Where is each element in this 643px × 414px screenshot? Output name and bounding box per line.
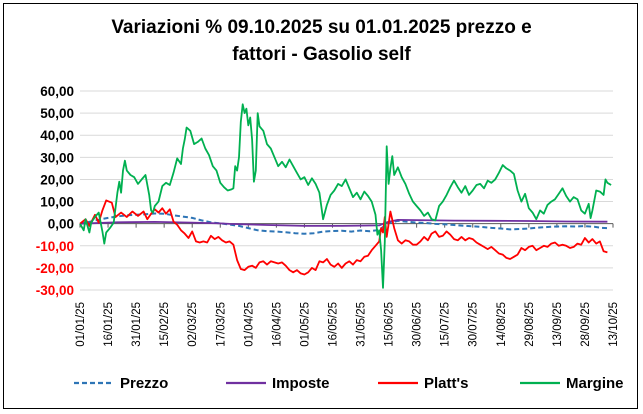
gridlines xyxy=(80,90,613,291)
y-tick-label: -20,00 xyxy=(36,261,74,276)
x-tick-label: 16/01/25 xyxy=(103,302,115,347)
series-line-prezzo xyxy=(79,212,608,235)
x-axis-tick-labels: 01/01/25 16/01/25 31/01/25 15/02/25 02/03/25… xyxy=(75,302,620,347)
x-tick-label: 15/02/25 xyxy=(159,302,171,347)
x-tick-label: 15/07/25 xyxy=(440,302,452,347)
x-tick-label: 15/06/25 xyxy=(384,302,396,347)
chart-title: Variazioni % 09.10.2025 su 01.01.2025 pr… xyxy=(0,14,643,68)
x-tick-label: 13/09/25 xyxy=(552,302,564,347)
x-tick-label: 30/07/25 xyxy=(468,302,480,347)
y-tick-label: 60,00 xyxy=(40,84,74,99)
legend: Prezzo Imposte Platt's Margine xyxy=(74,375,624,392)
chart-title-line-2: fattori - Gasolio self xyxy=(232,44,411,65)
x-tick-label: 01/05/25 xyxy=(299,302,311,347)
x-tick-label: 28/09/25 xyxy=(580,302,592,347)
x-tick-label: 16/04/25 xyxy=(271,302,283,347)
x-tick-label: 13/10/25 xyxy=(608,302,620,347)
y-tick-label: 40,00 xyxy=(40,128,74,143)
y-tick-label: -30,00 xyxy=(36,283,74,298)
x-tick-label: 30/06/25 xyxy=(412,302,424,347)
y-tick-label: 20,00 xyxy=(40,172,74,187)
y-tick-label: -10,00 xyxy=(36,239,74,254)
legend-label: Platt's xyxy=(424,375,468,392)
x-tick-label: 01/04/25 xyxy=(243,302,255,347)
x-tick-label: 16/05/25 xyxy=(327,302,339,347)
legend-label: Prezzo xyxy=(120,375,168,392)
y-tick-label: 0,00 xyxy=(48,217,74,232)
y-tick-label: 30,00 xyxy=(40,150,74,165)
legend-label: Imposte xyxy=(272,375,330,392)
y-tick-label: 50,00 xyxy=(40,106,74,121)
series-line-platts xyxy=(79,199,608,276)
legend-label: Margine xyxy=(566,375,624,392)
x-tick-label: 29/08/25 xyxy=(524,302,536,347)
series-lines xyxy=(79,103,612,289)
x-tick-label: 01/01/25 xyxy=(75,302,87,347)
y-tick-label: 10,00 xyxy=(40,195,74,210)
series-line-margine xyxy=(79,103,612,289)
x-tick-label: 02/03/25 xyxy=(187,302,199,347)
x-tick-label: 31/05/25 xyxy=(356,302,368,347)
chart-title-line-1: Variazioni % 09.10.2025 su 01.01.2025 pr… xyxy=(111,17,532,38)
x-tick-label: 31/01/25 xyxy=(131,302,143,347)
y-axis-tick-labels: 60,00 50,00 40,00 30,00 20,00 10,00 0,00 -10,00… xyxy=(36,84,74,298)
x-tick-label: 14/08/25 xyxy=(496,302,508,347)
series-line-imposte xyxy=(79,219,608,227)
x-tick-label: 17/03/25 xyxy=(215,302,227,347)
